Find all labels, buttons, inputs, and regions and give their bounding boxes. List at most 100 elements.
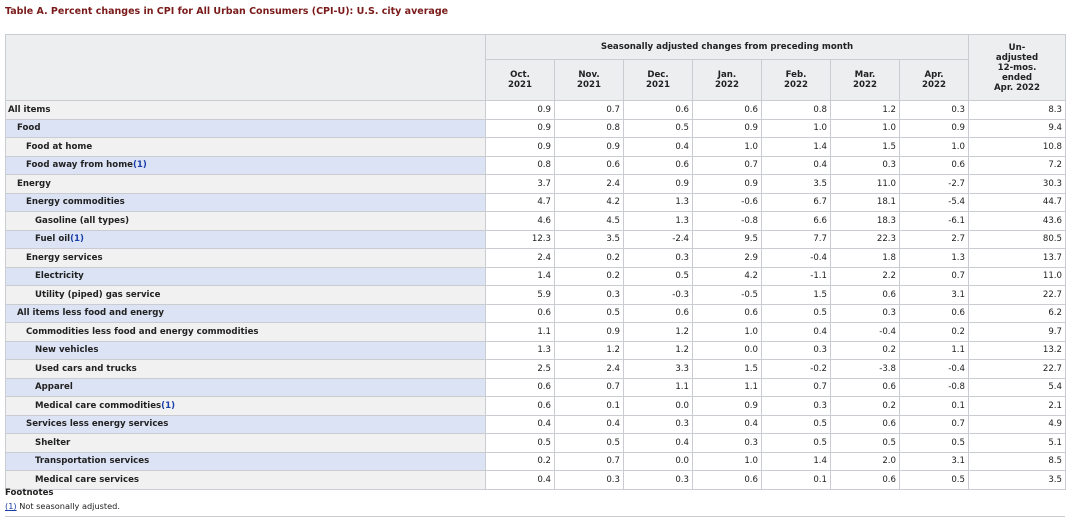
value-cell: 0.7 — [554, 100, 624, 120]
value-cell: 3.7 — [485, 174, 555, 194]
value-cell: 18.1 — [830, 192, 900, 212]
table-row: Food away from home(1) 0.8 0.6 0.6 0.7 0.4 0.3… — [5, 155, 1067, 175]
table-row: All items 0.9 0.7 0.6 0.6 0.8 1.2 0.3 8.3 — [5, 100, 1067, 120]
row-label: Food away from home(1) — [5, 155, 486, 175]
row-label: Energy services — [5, 248, 486, 268]
unadjusted-cell: 8.5 — [968, 451, 1067, 471]
value-cell: 0.6 — [623, 155, 693, 175]
row-label: Apparel — [5, 377, 486, 397]
value-cell: 2.4 — [554, 174, 624, 194]
value-cell: 0.3 — [623, 248, 693, 268]
month-header-dec-2021: Dec. 2021 — [623, 59, 693, 101]
value-cell: 1.3 — [623, 211, 693, 231]
value-cell: 0.6 — [830, 377, 900, 397]
table-title: Table A. Percent changes in CPI for All … — [5, 6, 449, 17]
value-cell: 4.2 — [554, 192, 624, 212]
value-cell: 0.2 — [554, 266, 624, 286]
value-cell: 2.4 — [485, 248, 555, 268]
month-header-feb-2022: Feb. 2022 — [761, 59, 831, 101]
value-cell: 1.1 — [623, 377, 693, 397]
value-cell: -0.3 — [623, 285, 693, 305]
value-cell: -2.4 — [623, 229, 693, 249]
value-cell: 1.2 — [830, 100, 900, 120]
month-header-jan-2022: Jan. 2022 — [692, 59, 762, 101]
value-cell: 7.7 — [761, 229, 831, 249]
value-cell: 0.5 — [761, 433, 831, 453]
value-cell: 0.9 — [554, 137, 624, 157]
value-cell: 4.6 — [485, 211, 555, 231]
value-cell: 0.2 — [830, 340, 900, 360]
value-cell: 18.3 — [830, 211, 900, 231]
value-cell: 3.5 — [761, 174, 831, 194]
row-label: Food at home — [5, 137, 486, 157]
row-label: Energy — [5, 174, 486, 194]
unadjusted-cell: 22.7 — [968, 285, 1067, 305]
value-cell: 1.1 — [692, 377, 762, 397]
value-cell: 1.3 — [898, 248, 970, 268]
value-cell: 0.2 — [485, 451, 555, 471]
value-cell: 0.3 — [761, 396, 831, 416]
value-cell: 1.0 — [692, 137, 762, 157]
value-cell: 1.4 — [761, 137, 831, 157]
unadjusted-cell: 5.1 — [968, 433, 1067, 453]
row-label: Medical care commodities(1) — [5, 396, 486, 416]
value-cell: 2.4 — [554, 359, 624, 379]
table-row: Energy services 2.4 0.2 0.3 2.9 -0.4 1.8 1.3 13.… — [5, 248, 1067, 268]
value-cell: 1.0 — [692, 322, 762, 342]
table-row: New vehicles 1.3 1.2 1.2 0.0 0.3 0.2 1.1 13.2 — [5, 340, 1067, 360]
value-cell: 0.9 — [554, 322, 624, 342]
value-cell: 1.0 — [830, 118, 900, 138]
value-cell: 1.5 — [761, 285, 831, 305]
value-cell: 4.7 — [485, 192, 555, 212]
value-cell: 6.6 — [761, 211, 831, 231]
value-cell: 0.0 — [623, 396, 693, 416]
table-row: Medical care commodities(1) 0.6 0.1 0.0 0.9 0… — [5, 396, 1067, 416]
value-cell: 1.1 — [898, 340, 970, 360]
value-cell: 0.3 — [761, 340, 831, 360]
table-row: Food 0.9 0.8 0.5 0.9 1.0 1.0 0.9 9.4 — [5, 118, 1067, 138]
table-row: Apparel 0.6 0.7 1.1 1.1 0.7 0.6 -0.8 5.4 — [5, 377, 1067, 397]
value-cell: 0.5 — [554, 303, 624, 323]
value-cell: 1.5 — [692, 359, 762, 379]
value-cell: -1.1 — [761, 266, 831, 286]
value-cell: 1.8 — [830, 248, 900, 268]
month-header-oct-2021: Oct. 2021 — [485, 59, 555, 101]
value-cell: 5.9 — [485, 285, 555, 305]
value-cell: 0.9 — [485, 100, 555, 120]
value-cell: 0.8 — [761, 100, 831, 120]
table-row: Commodities less food and energy commodi… — [5, 322, 1067, 342]
value-cell: 1.3 — [623, 192, 693, 212]
value-cell: 2.9 — [692, 248, 762, 268]
value-cell: 1.2 — [554, 340, 624, 360]
value-cell: 0.6 — [692, 100, 762, 120]
value-cell: 1.3 — [485, 340, 555, 360]
value-cell: 0.7 — [554, 377, 624, 397]
value-cell: 0.6 — [830, 414, 900, 434]
footnote-item: (1) Not seasonally adjusted. — [5, 501, 1065, 511]
value-cell: 0.4 — [761, 155, 831, 175]
value-cell: 4.5 — [554, 211, 624, 231]
unadjusted-cell: 22.7 — [968, 359, 1067, 379]
row-label: Electricity — [5, 266, 486, 286]
month-header-apr-2022: Apr. 2022 — [898, 59, 970, 101]
value-cell: 0.8 — [554, 118, 624, 138]
unadjusted-cell: 3.5 — [968, 470, 1067, 490]
footnote-ref-link[interactable]: (1) — [70, 234, 84, 245]
value-cell: -2.7 — [898, 174, 970, 194]
value-cell: 9.5 — [692, 229, 762, 249]
footnote-link[interactable]: (1) — [5, 501, 17, 511]
value-cell: 0.9 — [898, 118, 970, 138]
value-cell: 0.7 — [761, 377, 831, 397]
table-row: Gasoline (all types) 4.6 4.5 1.3 -0.8 6.6 18.3… — [5, 211, 1067, 231]
value-cell: 0.6 — [554, 155, 624, 175]
table-row: Energy commodities 4.7 4.2 1.3 -0.6 6.7 18.1 -5… — [5, 192, 1067, 212]
table-row: Energy 3.7 2.4 0.9 0.9 3.5 11.0 -2.7 30.3 — [5, 174, 1067, 194]
value-cell: 0.6 — [485, 377, 555, 397]
value-cell: 3.5 — [554, 229, 624, 249]
value-cell: 0.4 — [554, 414, 624, 434]
row-label: New vehicles — [5, 340, 486, 360]
value-cell: 0.5 — [898, 470, 970, 490]
footnote-ref-link[interactable]: (1) — [132, 160, 147, 171]
value-cell: -3.8 — [830, 359, 900, 379]
footnote-ref-link[interactable]: (1) — [161, 400, 176, 411]
